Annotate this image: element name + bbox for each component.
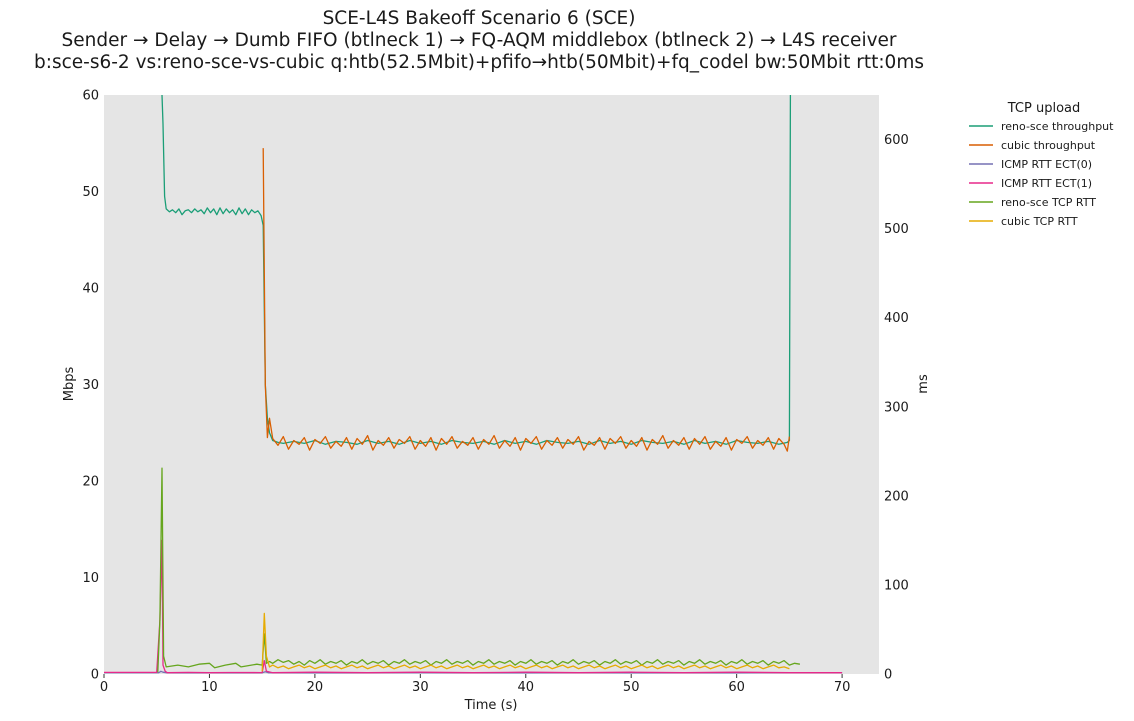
y-right-tick-label: 600 bbox=[884, 133, 909, 148]
x-tick-label: 20 bbox=[307, 680, 324, 695]
legend-entry: ICMP RTT ECT(0) bbox=[1001, 158, 1092, 171]
x-tick-label: 70 bbox=[834, 680, 851, 695]
y-left-tick-label: 50 bbox=[82, 185, 99, 200]
plot-area bbox=[104, 95, 879, 674]
y-axis-left-ticks: 0 10 20 30 40 50 60 bbox=[82, 89, 99, 683]
x-tick-label: 40 bbox=[517, 680, 534, 695]
x-axis-ticks: 0 10 20 30 40 50 60 70 bbox=[100, 674, 851, 695]
x-tick-label: 60 bbox=[728, 680, 745, 695]
chart-title-line-3: b:sce-s6-2 vs:reno-sce-vs-cubic q:htb(52… bbox=[34, 52, 924, 73]
y-right-tick-label: 300 bbox=[884, 400, 909, 415]
y-left-tick-label: 10 bbox=[82, 571, 99, 586]
y-right-tick-label: 100 bbox=[884, 578, 909, 593]
series-layer bbox=[104, 94, 843, 674]
legend-entry: reno-sce TCP RTT bbox=[1001, 196, 1096, 209]
x-tick-label: 0 bbox=[100, 680, 108, 695]
chart-title-line-2: Sender → Delay → Dumb FIFO (btlneck 1) →… bbox=[61, 30, 896, 51]
legend-title: TCP upload bbox=[1007, 101, 1081, 116]
x-tick-label: 50 bbox=[623, 680, 640, 695]
legend-entry: reno-sce throughput bbox=[1001, 120, 1114, 133]
y-right-tick-label: 0 bbox=[884, 668, 892, 683]
y-axis-left-label: Mbps bbox=[62, 367, 77, 402]
y-left-tick-label: 30 bbox=[82, 378, 99, 393]
x-tick-label: 10 bbox=[201, 680, 218, 695]
y-right-tick-label: 400 bbox=[884, 311, 909, 326]
legend: TCP upload reno-sce throughput cubic thro… bbox=[969, 101, 1114, 228]
chart-title: SCE-L4S Bakeoff Scenario 6 (SCE) Sender … bbox=[34, 8, 924, 73]
y-right-tick-label: 500 bbox=[884, 222, 909, 237]
series-line-5 bbox=[261, 612, 790, 672]
y-right-tick-label: 200 bbox=[884, 489, 909, 504]
y-axis-right-ticks: 0 100 200 300 400 500 600 bbox=[884, 133, 909, 682]
y-axis-right-label: ms bbox=[916, 374, 931, 394]
x-tick-label: 30 bbox=[412, 680, 429, 695]
series-line-3 bbox=[104, 539, 843, 674]
series-line-1 bbox=[262, 148, 791, 452]
x-axis-label: Time (s) bbox=[464, 698, 518, 713]
legend-items: reno-sce throughput cubic throughput ICMP … bbox=[969, 120, 1114, 228]
y-left-tick-label: 0 bbox=[91, 668, 99, 683]
y-left-tick-label: 60 bbox=[82, 89, 99, 104]
y-left-tick-label: 20 bbox=[82, 475, 99, 490]
legend-entry: cubic throughput bbox=[1001, 139, 1096, 152]
chart-title-line-1: SCE-L4S Bakeoff Scenario 6 (SCE) bbox=[323, 8, 636, 29]
y-left-tick-label: 40 bbox=[82, 282, 99, 297]
legend-entry: ICMP RTT ECT(1) bbox=[1001, 177, 1092, 190]
series-line-4 bbox=[157, 467, 801, 673]
legend-entry: cubic TCP RTT bbox=[1001, 215, 1078, 228]
